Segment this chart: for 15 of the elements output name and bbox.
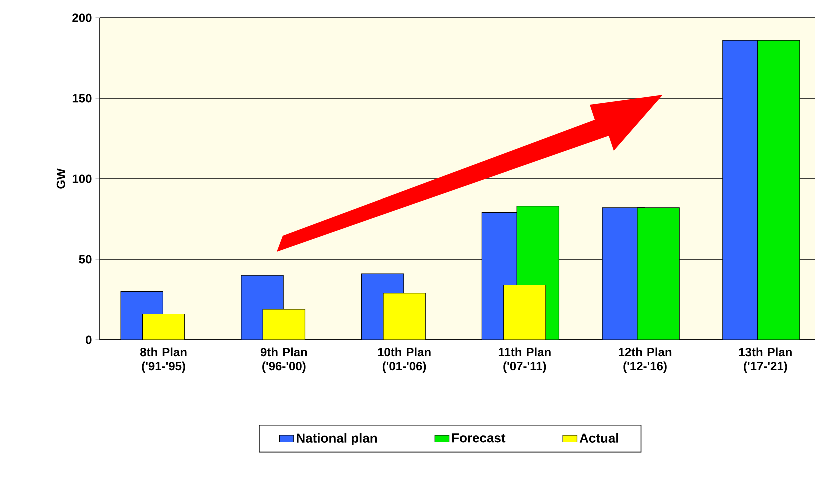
x-tick-label: 9th Plan ('96-'00) [260,348,308,373]
x-tick-label: 10th Plan ('01-'06) [378,348,431,373]
legend-label: National plan [297,433,378,446]
legend-label: Actual [580,433,618,443]
legend-label: Forecast [452,434,506,443]
y-tick-label: 50 [79,255,92,264]
y-tick-label: 200 [72,14,92,22]
x-tick-label: 12th Plan ('12-'16) [619,348,672,373]
x-tick-label: 8th Plan ('91-'95) [140,348,187,373]
x-tick-label: 11th Plan ('07-'11) [498,348,551,373]
y-tick-label: 150 [72,94,92,103]
y-tick-label: 0 [86,336,92,344]
x-tick-label: 13th Plan ('17-'21) [739,348,792,373]
y-tick-label: 100 [72,174,92,184]
y-axis-title: GW [56,168,66,189]
